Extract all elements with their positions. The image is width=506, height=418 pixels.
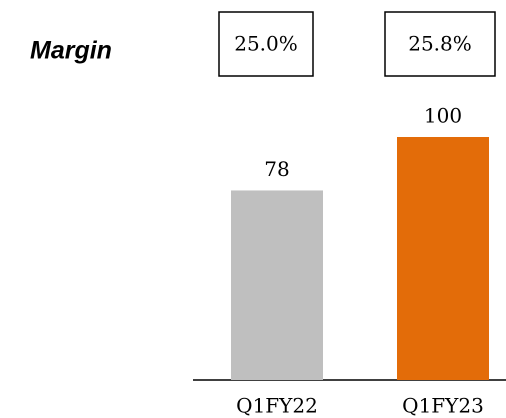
- margin-box: [384, 11, 496, 77]
- margin-title: Margin: [30, 37, 112, 65]
- margin-value: 25.0%: [234, 32, 298, 56]
- value-label: 100: [424, 104, 462, 128]
- margin-value: 25.8%: [408, 32, 472, 56]
- x-tick-label: Q1FY23: [402, 394, 484, 418]
- bar: [231, 190, 323, 380]
- x-tick-label: Q1FY22: [236, 394, 318, 418]
- value-label: 78: [264, 157, 289, 181]
- margin-box: [218, 11, 314, 77]
- bar: [397, 137, 489, 380]
